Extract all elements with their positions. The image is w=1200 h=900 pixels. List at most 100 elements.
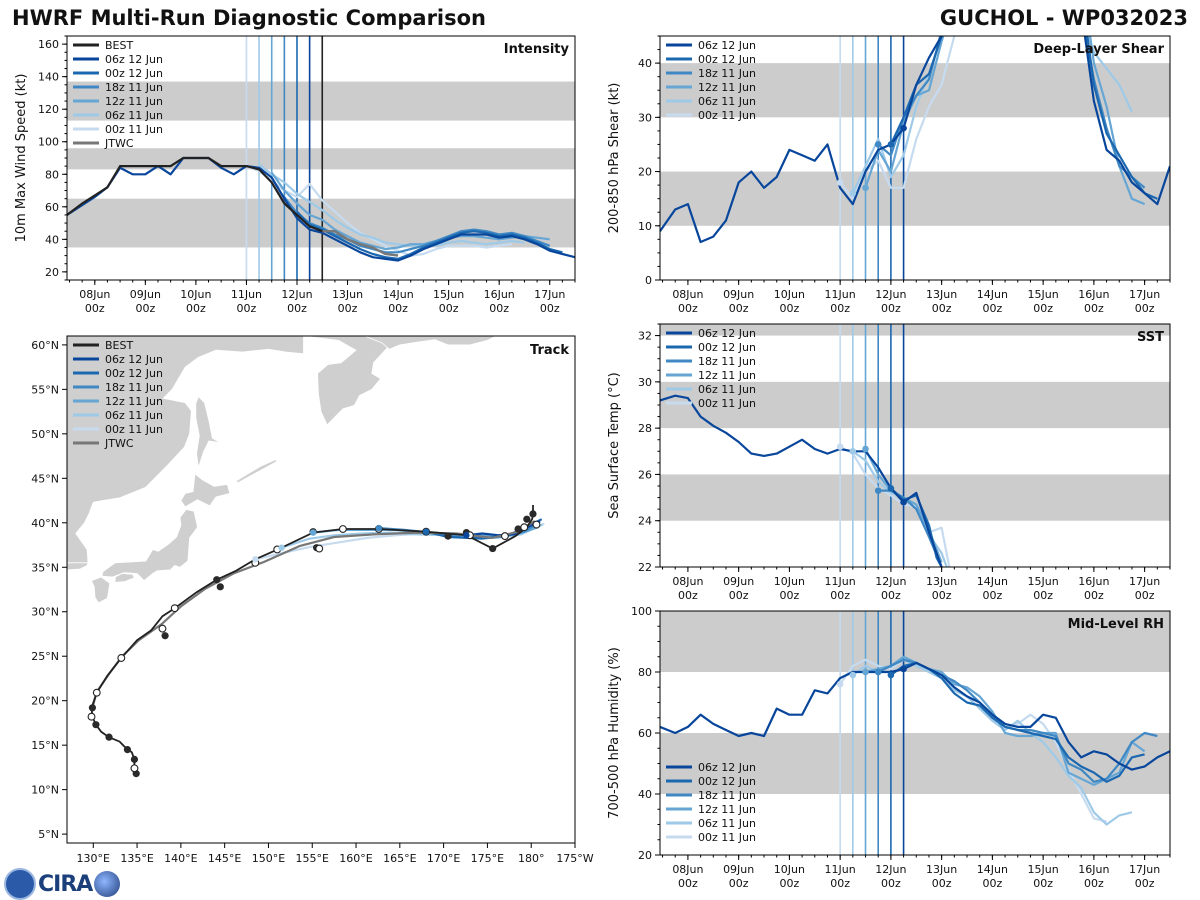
init-marker bbox=[836, 680, 844, 688]
globe-icon bbox=[94, 871, 121, 897]
shaded-band bbox=[67, 198, 575, 248]
legend-label: BEST bbox=[105, 339, 133, 352]
land-mass bbox=[114, 573, 135, 583]
series-line-1 bbox=[660, 394, 943, 567]
track-init-marker bbox=[463, 532, 470, 539]
lon-tick-label: 140°E bbox=[164, 852, 197, 865]
x-tick-label: 00z bbox=[678, 589, 698, 602]
x-tick-label: 00z bbox=[881, 877, 901, 890]
legend-label: 00z 12 Jun bbox=[698, 341, 756, 354]
series-line-2 bbox=[296, 210, 563, 260]
x-tick-label: 00z bbox=[932, 302, 952, 315]
series-line-1 bbox=[660, 661, 1170, 771]
lon-tick-label: 135°E bbox=[120, 852, 153, 865]
y-tick-label: 160 bbox=[38, 38, 59, 51]
best-track-point-open bbox=[87, 712, 96, 721]
legend-label: 18z 11 Jun bbox=[698, 355, 756, 368]
x-tick-label: 14Jun bbox=[977, 575, 1008, 588]
y-tick-label: 80 bbox=[45, 168, 59, 181]
legend-label: 06z 12 Jun bbox=[698, 761, 756, 774]
series-line-4 bbox=[864, 36, 1146, 206]
x-tick-label: 17Jun bbox=[1129, 288, 1160, 301]
legend-label: 06z 12 Jun bbox=[105, 53, 163, 66]
x-tick-label: 00z bbox=[388, 302, 408, 315]
lat-tick-label: 45°N bbox=[31, 472, 59, 485]
legend-label: 06z 12 Jun bbox=[105, 353, 163, 366]
x-tick-label: 17Jun bbox=[1129, 863, 1160, 876]
x-tick-label: 10Jun bbox=[774, 575, 805, 588]
x-tick-label: 15Jun bbox=[1028, 288, 1059, 301]
best-track-point bbox=[489, 544, 497, 553]
y-tick-label: 26 bbox=[638, 468, 652, 481]
x-tick-label: 00z bbox=[489, 302, 509, 315]
lon-tick-label: 130°E bbox=[77, 852, 110, 865]
init-marker bbox=[900, 665, 907, 673]
best-track-point-open bbox=[130, 764, 139, 773]
best-track-point-open bbox=[158, 624, 167, 633]
legend-label: BEST bbox=[105, 39, 133, 52]
x-tick-label: 00z bbox=[830, 589, 850, 602]
lat-tick-label: 35°N bbox=[31, 561, 59, 574]
init-marker bbox=[862, 184, 869, 192]
best-track-point-open bbox=[315, 544, 324, 553]
best-track-point bbox=[529, 510, 537, 518]
y-tick-label: 40 bbox=[45, 233, 59, 246]
x-tick-label: 00z bbox=[780, 589, 800, 602]
x-tick-label: 10Jun bbox=[180, 288, 211, 301]
best-track-point bbox=[161, 632, 169, 640]
x-tick-label: 11Jun bbox=[825, 288, 856, 301]
best-track-point bbox=[88, 704, 96, 712]
y-tick-label: 30 bbox=[638, 111, 652, 124]
x-tick-label: 09Jun bbox=[130, 288, 161, 301]
cira-logo-text: CIRA bbox=[38, 871, 93, 897]
land-mass bbox=[180, 473, 231, 508]
x-tick-label: 00z bbox=[982, 877, 1002, 890]
lon-tick-label: 160°E bbox=[339, 852, 372, 865]
shaded-band bbox=[67, 81, 575, 121]
legend-label: 12z 11 Jun bbox=[105, 395, 163, 408]
x-tick-label: 00z bbox=[237, 302, 257, 315]
init-marker bbox=[874, 141, 882, 148]
shaded-band bbox=[67, 148, 575, 170]
legend-label: 18z 11 Jun bbox=[698, 67, 756, 80]
x-tick-label: 09Jun bbox=[723, 288, 754, 301]
cira-emblem-icon bbox=[4, 868, 36, 900]
init-marker bbox=[874, 668, 882, 676]
y-tick-label: 32 bbox=[638, 330, 652, 343]
y-tick-label: 80 bbox=[638, 666, 652, 679]
best-track-point-open bbox=[500, 532, 509, 541]
shaded-band bbox=[660, 474, 1170, 521]
axes-frame bbox=[66, 335, 576, 844]
best-track-point-open bbox=[520, 523, 529, 532]
y-tick-label: 100 bbox=[631, 605, 652, 618]
x-tick-label: 08Jun bbox=[79, 288, 110, 301]
y-tick-label: 20 bbox=[638, 849, 652, 862]
y-tick-label: 24 bbox=[638, 515, 652, 528]
land-mass bbox=[67, 336, 304, 571]
shaded-band bbox=[660, 381, 1170, 429]
y-tick-label: 60 bbox=[638, 727, 652, 740]
x-tick-label: 00z bbox=[678, 877, 698, 890]
best-track-point bbox=[92, 721, 100, 729]
x-tick-label: 11Jun bbox=[825, 575, 856, 588]
best-track-point-open bbox=[92, 688, 101, 697]
x-tick-label: 11Jun bbox=[825, 863, 856, 876]
x-tick-label: 09Jun bbox=[723, 863, 754, 876]
track-init-marker bbox=[278, 544, 285, 551]
chart-title: HWRF Multi-Run Diagnostic Comparison bbox=[12, 6, 487, 30]
x-tick-label: 13Jun bbox=[926, 575, 957, 588]
panel-title: Deep-Layer Shear bbox=[1033, 42, 1164, 57]
lat-tick-label: 15°N bbox=[31, 739, 59, 752]
x-tick-label: 00z bbox=[1135, 877, 1155, 890]
track-init-marker bbox=[309, 529, 317, 536]
init-marker bbox=[887, 485, 895, 492]
best-track-point-open bbox=[170, 604, 179, 613]
y-tick-label: 60 bbox=[45, 201, 59, 214]
init-marker bbox=[849, 189, 857, 197]
land-mass bbox=[364, 336, 497, 350]
legend-label: 12z 11 Jun bbox=[698, 81, 756, 94]
legend-label: JTWC bbox=[104, 437, 134, 450]
legend-label: 06z 11 Jun bbox=[105, 109, 163, 122]
land-mass bbox=[303, 336, 388, 426]
